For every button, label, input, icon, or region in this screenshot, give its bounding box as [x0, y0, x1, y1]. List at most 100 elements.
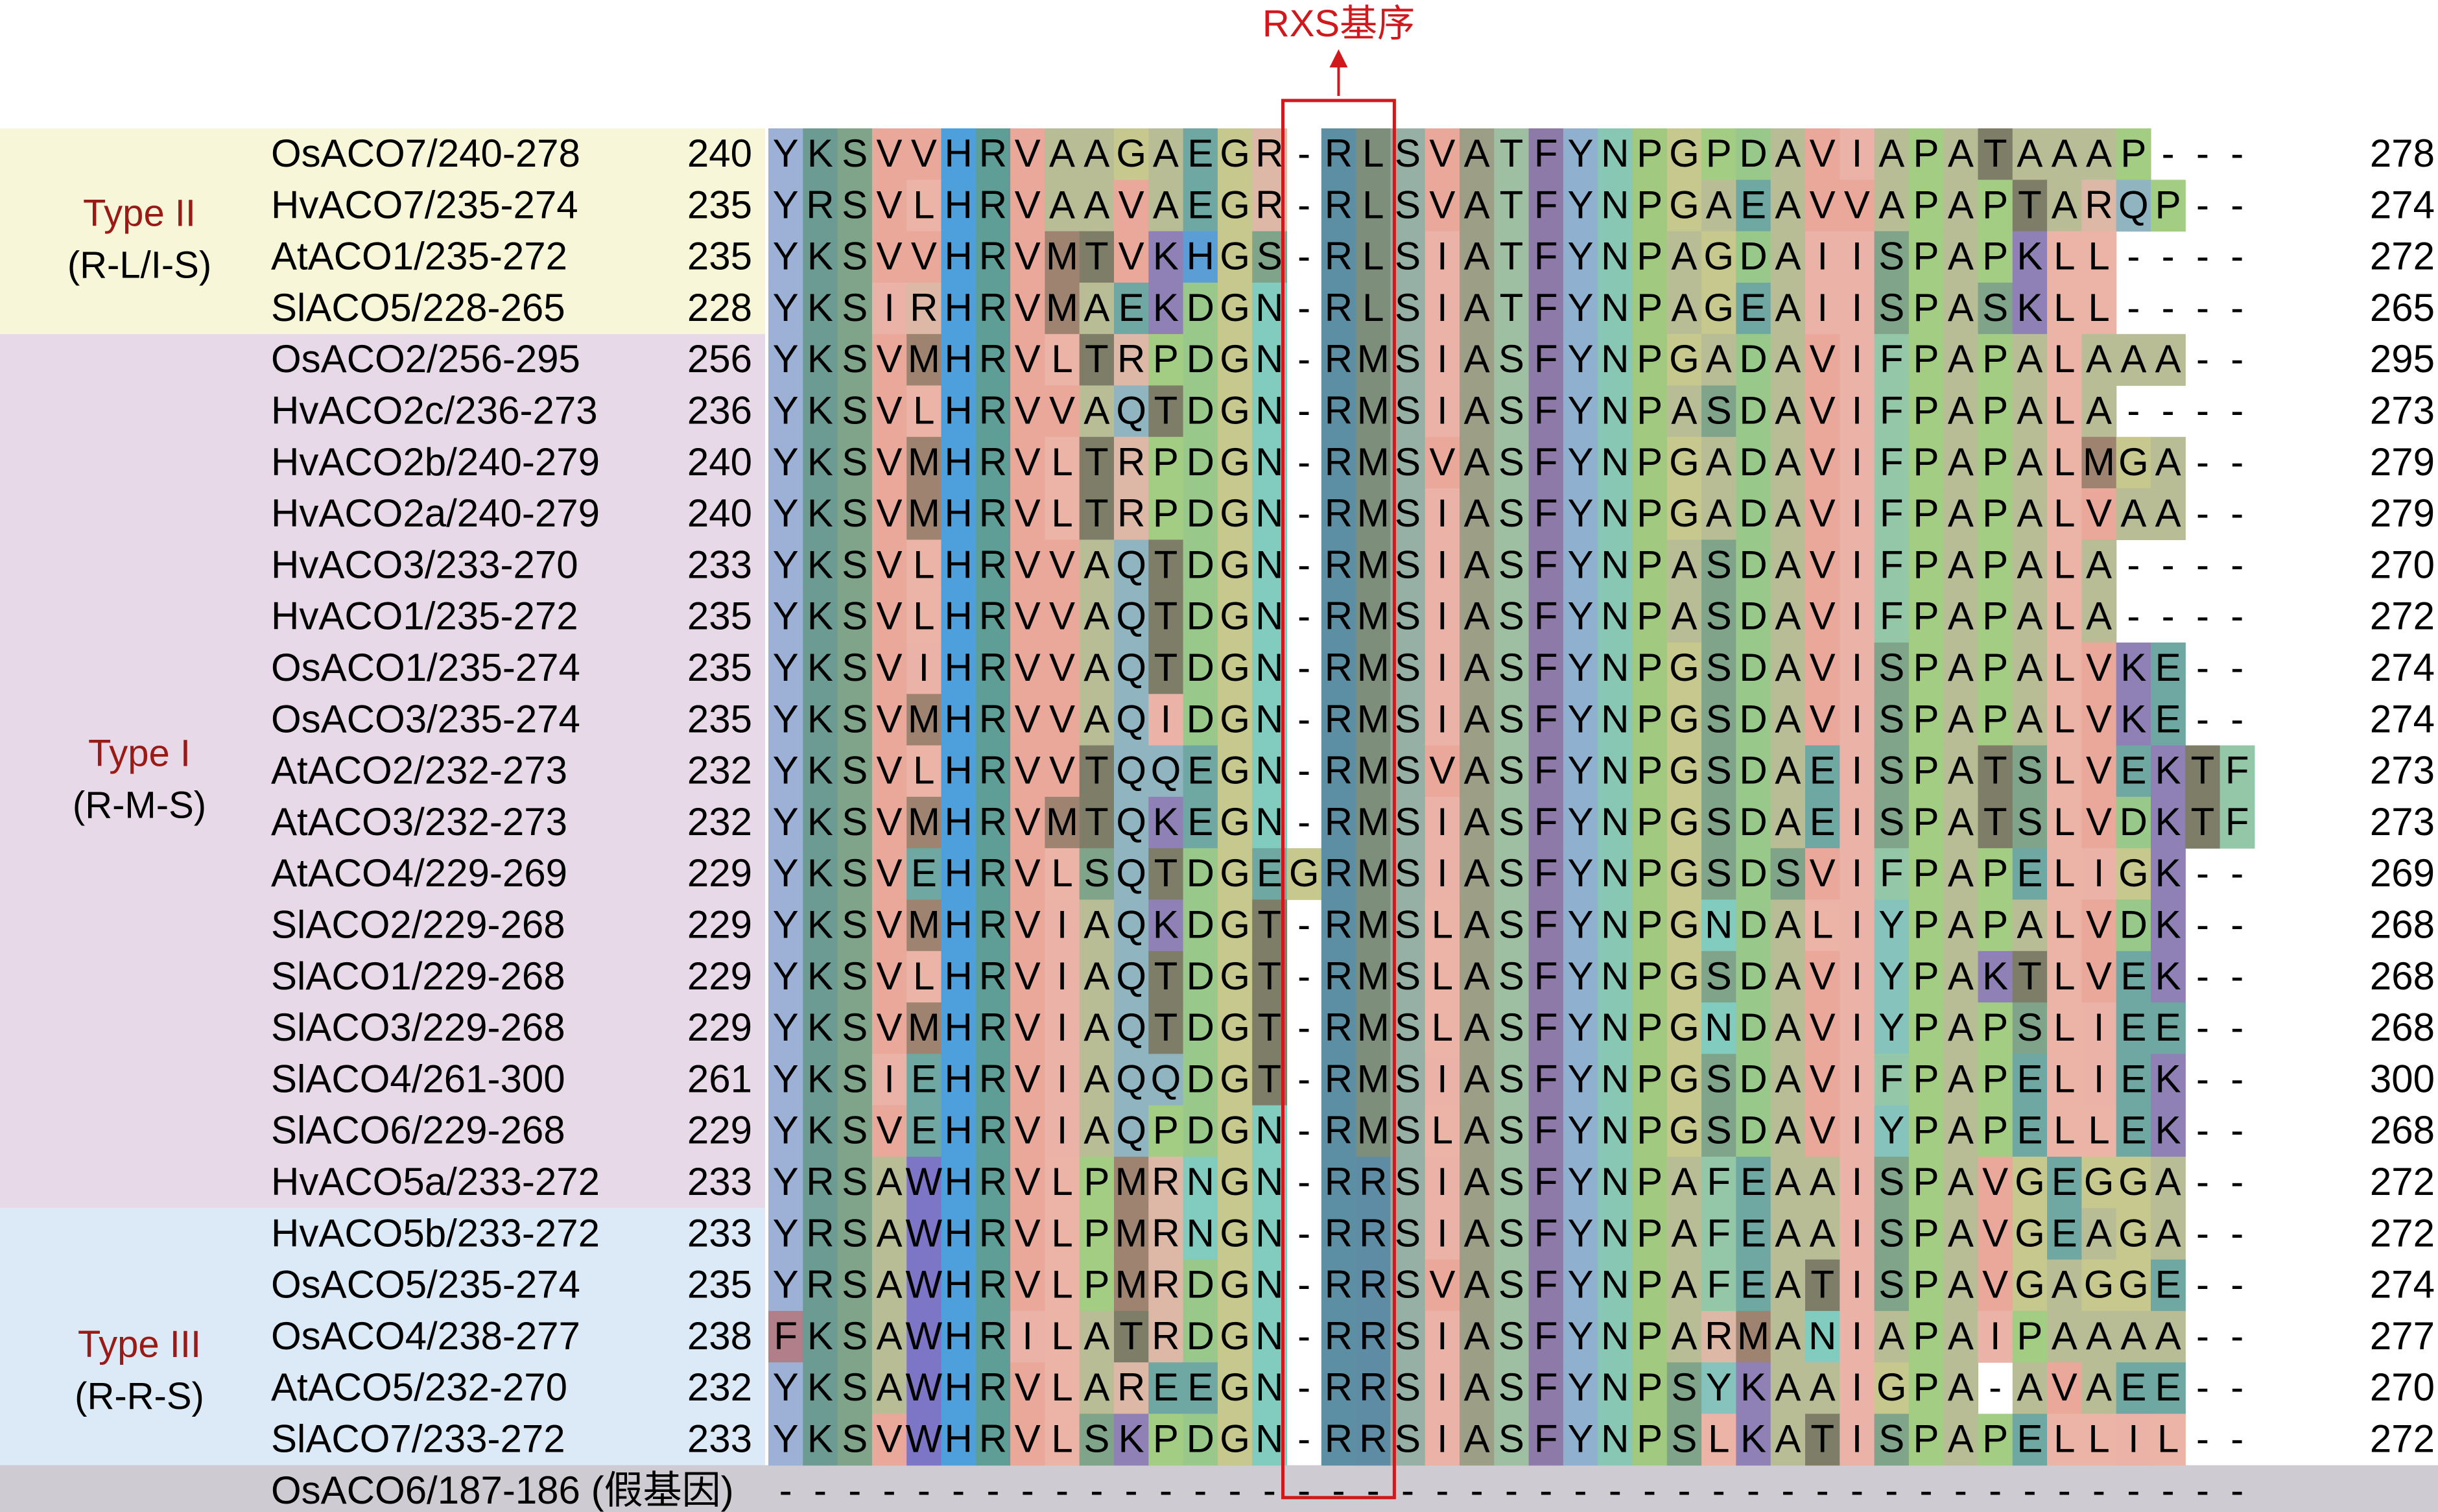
- residue-letter: A: [1775, 1160, 1801, 1203]
- residue-cell: [1528, 231, 1564, 283]
- residue-letter: V: [877, 337, 903, 381]
- residue-letter: Y: [1568, 1314, 1594, 1358]
- residue-cell: [1114, 334, 1149, 386]
- residue-letter: A: [877, 1211, 903, 1255]
- residue-letter: A: [1083, 543, 1109, 586]
- residue-cell: [1528, 436, 1564, 489]
- residue-cell: [1736, 231, 1771, 283]
- residue-letter: E: [2155, 1263, 2181, 1306]
- residue-cell: [2047, 231, 2082, 283]
- residue-letter: D: [1187, 851, 1214, 895]
- residue-letter: P: [1637, 1211, 1663, 1255]
- residue-letter: M: [908, 337, 940, 381]
- residue-letter: I: [1817, 235, 1828, 278]
- residue-letter: G: [1669, 749, 1699, 792]
- residue-cell: [1736, 334, 1771, 386]
- residue-letter: V: [1429, 132, 1455, 175]
- residue-letter: R: [979, 697, 1007, 740]
- residue-cell: [1666, 436, 1702, 489]
- residue-cell: [1874, 282, 1910, 335]
- residue-cell: [837, 231, 873, 283]
- residue-letter: P: [1637, 1006, 1663, 1049]
- residue-letter: V: [877, 235, 903, 278]
- residue-letter: S: [842, 697, 868, 740]
- sequence-start: 229: [687, 851, 752, 895]
- residue-letter: A: [2086, 337, 2112, 381]
- residue-letter: T: [1154, 543, 1178, 586]
- residue-letter: R: [1325, 491, 1353, 535]
- sequence-id: HvACO7/235-274: [271, 183, 578, 226]
- residue-letter: I: [1437, 1211, 1448, 1255]
- residue-letter: Y: [1568, 440, 1594, 484]
- residue-letter: P: [1913, 749, 1939, 792]
- residue-letter: T: [1258, 1057, 1282, 1100]
- residue-letter: Y: [773, 1417, 799, 1461]
- residue-letter: V: [2086, 697, 2112, 740]
- residue-letter: -: [2058, 1469, 2071, 1512]
- residue-letter: V: [1118, 235, 1144, 278]
- sequence-start: 261: [687, 1057, 752, 1100]
- residue-letter: S: [1498, 595, 1524, 638]
- residue-letter: S: [1395, 1109, 1421, 1152]
- residue-letter: L: [2053, 389, 2075, 432]
- residue-letter: M: [1115, 1160, 1148, 1203]
- residue-letter: Y: [1878, 954, 1904, 998]
- residue-letter: A: [1878, 1314, 1904, 1358]
- residue-letter: -: [1297, 749, 1310, 792]
- residue-letter: F: [1534, 1417, 1558, 1461]
- residue-letter: V: [1049, 595, 1075, 638]
- sequence-id: AtACO1/235-272: [271, 235, 567, 278]
- residue-letter: R: [1325, 286, 1353, 329]
- sequence-id: HvACO2b/240-279: [271, 440, 600, 484]
- residue-letter: H: [944, 491, 972, 535]
- residue-letter: G: [1669, 954, 1699, 998]
- residue-letter: A: [1948, 1160, 1974, 1203]
- residue-letter: T: [1154, 954, 1178, 998]
- residue-letter: P: [1706, 132, 1732, 175]
- residue-letter: S: [1706, 851, 1732, 895]
- sequence-start: 232: [687, 800, 752, 844]
- residue-letter: I: [1852, 440, 1863, 484]
- residue-letter: E: [1187, 800, 1213, 844]
- residue-letter: K: [807, 286, 833, 329]
- residue-letter: R: [979, 491, 1007, 535]
- residue-letter: A: [1153, 132, 1179, 175]
- residue-cell: [1874, 180, 1910, 232]
- residue-letter: -: [1989, 1469, 2002, 1512]
- residue-letter: S: [1395, 1263, 1421, 1306]
- residue-letter: E: [911, 1057, 937, 1100]
- residue-letter: G: [1220, 903, 1250, 947]
- residue-letter: P: [1153, 440, 1179, 484]
- residue-letter: V: [1810, 543, 1836, 586]
- residue-letter: A: [1083, 183, 1109, 226]
- residue-letter: N: [1255, 646, 1283, 689]
- residue-cell: [1563, 282, 1598, 335]
- residue-letter: W: [906, 1314, 943, 1358]
- residue-letter: M: [1046, 286, 1078, 329]
- sequence-end: 295: [2370, 337, 2435, 381]
- residue-letter: -: [2231, 440, 2243, 484]
- sequence-end: 269: [2370, 851, 2435, 895]
- residue-letter: Q: [1151, 749, 1181, 792]
- residue-letter: Y: [1568, 1160, 1594, 1203]
- residue-letter: T: [1258, 954, 1282, 998]
- residue-cell: [871, 385, 907, 438]
- residue-letter: Y: [773, 646, 799, 689]
- residue-letter: R: [1325, 235, 1353, 278]
- residue-cell: [1805, 128, 1840, 180]
- residue-letter: G: [1669, 440, 1699, 484]
- residue-letter: G: [1669, 337, 1699, 381]
- residue-cell: [1701, 436, 1736, 489]
- residue-cell: [2047, 385, 2082, 438]
- residue-cell: [1148, 385, 1184, 438]
- residue-letter: Y: [773, 1160, 799, 1203]
- residue-cell: [871, 436, 907, 489]
- residue-cell: [1632, 436, 1668, 489]
- residue-letter: M: [1357, 954, 1390, 998]
- residue-letter: Y: [773, 903, 799, 947]
- residue-letter: V: [2086, 646, 2112, 689]
- residue-letter: M: [1115, 1263, 1148, 1306]
- residue-letter: S: [842, 286, 868, 329]
- residue-letter: K: [1118, 1417, 1144, 1461]
- residue-letter: F: [1880, 389, 1904, 432]
